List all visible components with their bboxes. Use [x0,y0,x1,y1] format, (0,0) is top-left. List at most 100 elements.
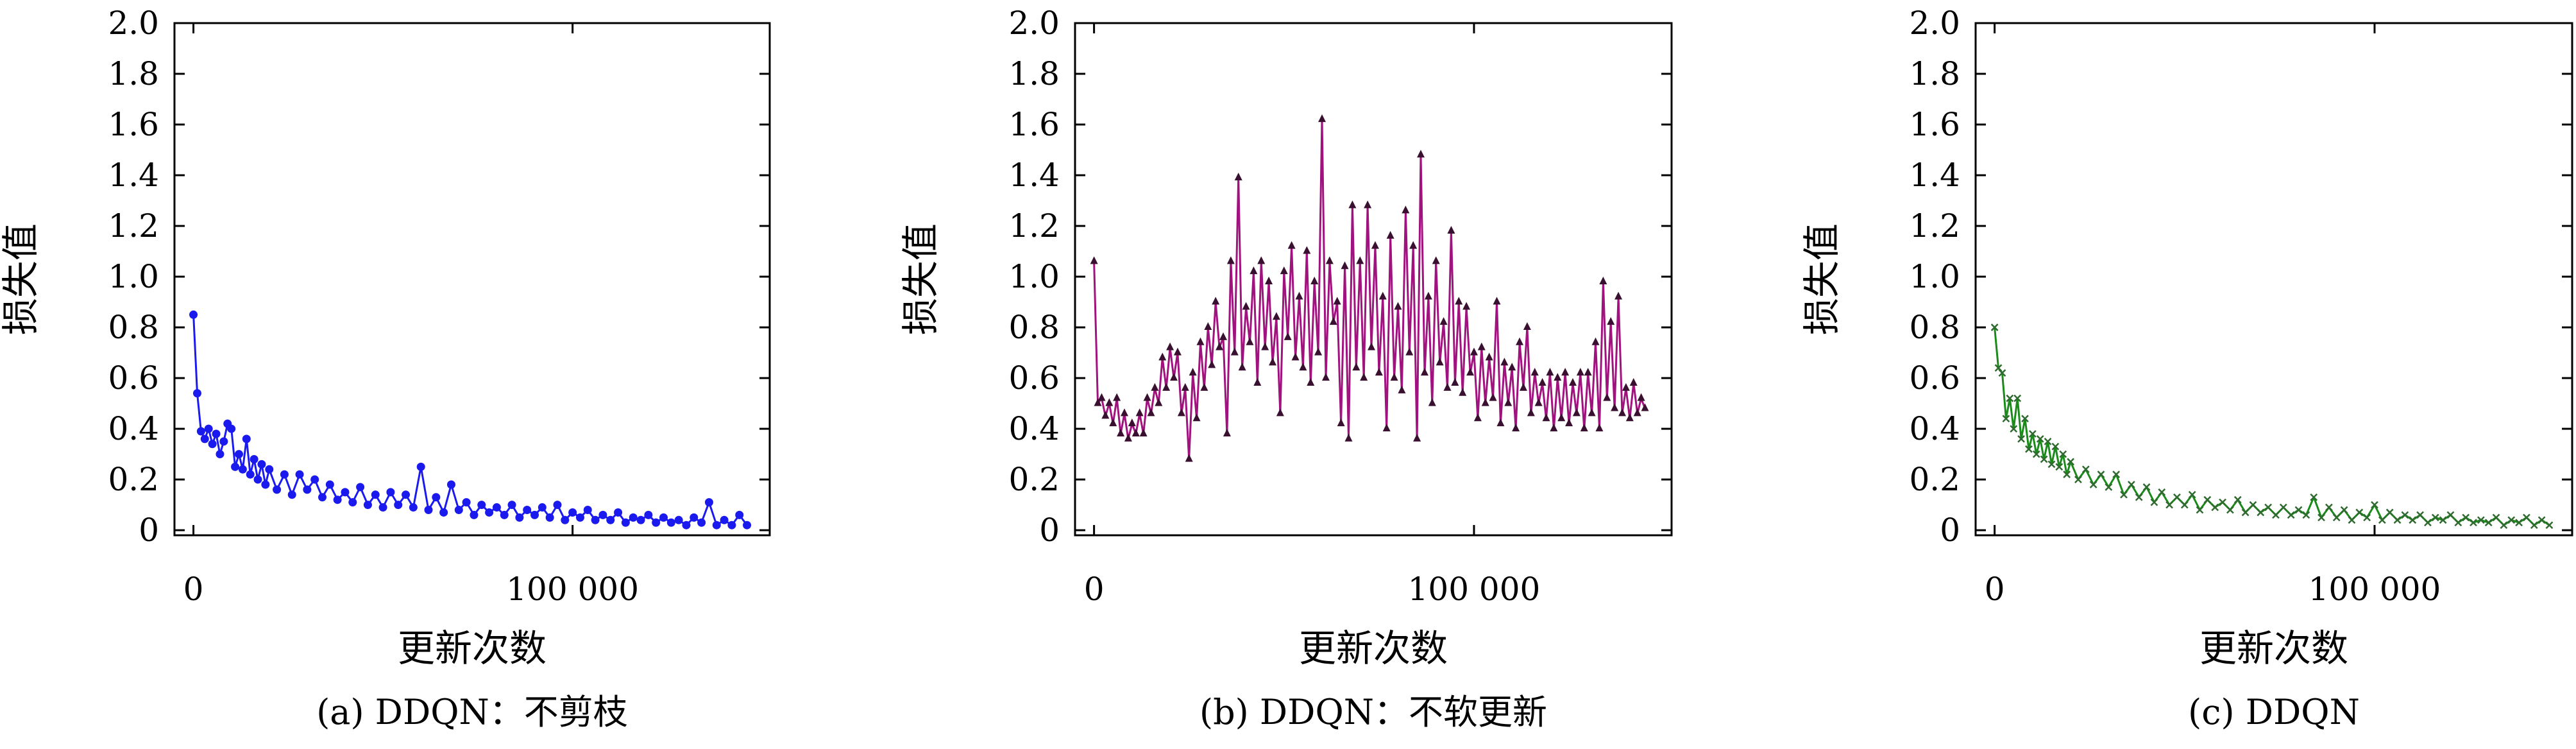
data-point [1272,312,1280,320]
data-point [1550,424,1558,432]
data-point [1344,433,1353,442]
data-point [2127,481,2135,488]
data-point [402,490,411,499]
y-tick-label: 0 [1039,512,1060,549]
data-point [1173,347,1182,356]
data-point [1269,357,1277,366]
y-tick-label: 1.4 [1008,157,1060,194]
data-point [1109,418,1117,427]
data-point [1382,424,1391,432]
y-tick-label: 1.4 [1909,157,1960,194]
data-point [2112,470,2121,479]
data-point [325,480,334,489]
data-point [1238,363,1246,371]
data-point [1625,413,1634,422]
data-point [310,475,319,484]
data-point [1204,322,1212,331]
y-tick-label: 0.2 [1909,461,1960,498]
data-point [287,490,296,499]
data-point [204,424,213,433]
y-tick-label: 0.8 [1008,309,1060,346]
data-point [1436,357,1444,366]
data-point [1432,256,1440,264]
data-point [1155,398,1163,406]
data-point [1386,230,1394,239]
data-point [1371,241,1379,249]
data-point [1405,347,1414,356]
y-tick-label: 1.0 [1008,258,1060,295]
data-point [192,389,201,398]
data-point [1314,347,1323,356]
data-point [231,462,240,471]
data-point [644,510,653,519]
data-point [356,483,365,492]
data-point [2036,435,2044,443]
data-point [712,521,721,529]
data-point [1352,363,1360,371]
data-point [1158,352,1167,361]
data-point [2021,415,2029,423]
data-point [1455,297,1463,305]
data-point [1398,385,1406,393]
y-tick-label: 1.8 [1909,55,1960,92]
data-point [273,485,282,494]
data-point [1413,433,1421,442]
y-tick-label: 1.2 [1008,207,1060,245]
y-tick-label: 1.0 [108,258,159,295]
data-point [1265,276,1273,284]
data-point [261,480,270,489]
data-point [2409,516,2417,524]
data-point [2302,511,2310,519]
data-point [341,488,350,497]
data-point [1561,368,1570,376]
data-point [2188,490,2196,499]
data-point [2530,521,2538,529]
data-point [1166,342,1174,350]
data-point [446,480,455,489]
data-point [2272,511,2280,519]
data-point [371,490,380,499]
data-point [189,310,198,319]
y-tick-label: 0 [1940,512,1960,549]
data-point [2264,503,2272,512]
data-point [2470,519,2477,527]
data-point [1162,383,1171,391]
data-point [1530,368,1539,376]
data-point [1534,398,1543,406]
data-point [1135,408,1144,417]
data-point [2233,495,2242,504]
y-tick-label: 0.6 [1008,359,1060,397]
data-point [1151,383,1159,391]
data-point [1584,368,1592,376]
data-point [2424,519,2432,527]
y-tick-label: 2.0 [1909,4,1960,42]
data-point [2013,394,2022,402]
data-point [1310,276,1319,284]
data-point [2040,455,2048,463]
data-point [2439,516,2447,524]
data-point [2051,442,2060,451]
data-point [1307,377,1315,386]
data-point [462,498,471,507]
data-point [1614,291,1623,300]
data-point [1219,332,1228,340]
chart-panel-c: 0 0.2 0.4 0.6 0.8 1.0 1.2 1.4 1.6 1.8 2.0 0 100 000 更… [1800,4,2573,732]
data-point [303,485,312,494]
data-point [1253,377,1262,386]
data-point [253,475,262,484]
y-tick-label: 1.4 [108,157,159,194]
data-point [583,505,592,514]
data-point [1994,364,2003,372]
data-point [2105,483,2113,491]
data-point [1527,408,1535,417]
y-tick-label: 1.6 [108,106,159,143]
data-point [1485,352,1493,361]
y-tick-label: 0.8 [1909,309,1960,346]
data-point [2294,506,2303,514]
data-point [1192,413,1201,422]
data-point [1477,342,1486,350]
data-point [265,465,274,474]
data-point [492,503,501,512]
data-point [2393,516,2402,524]
data-point [1368,342,1376,350]
